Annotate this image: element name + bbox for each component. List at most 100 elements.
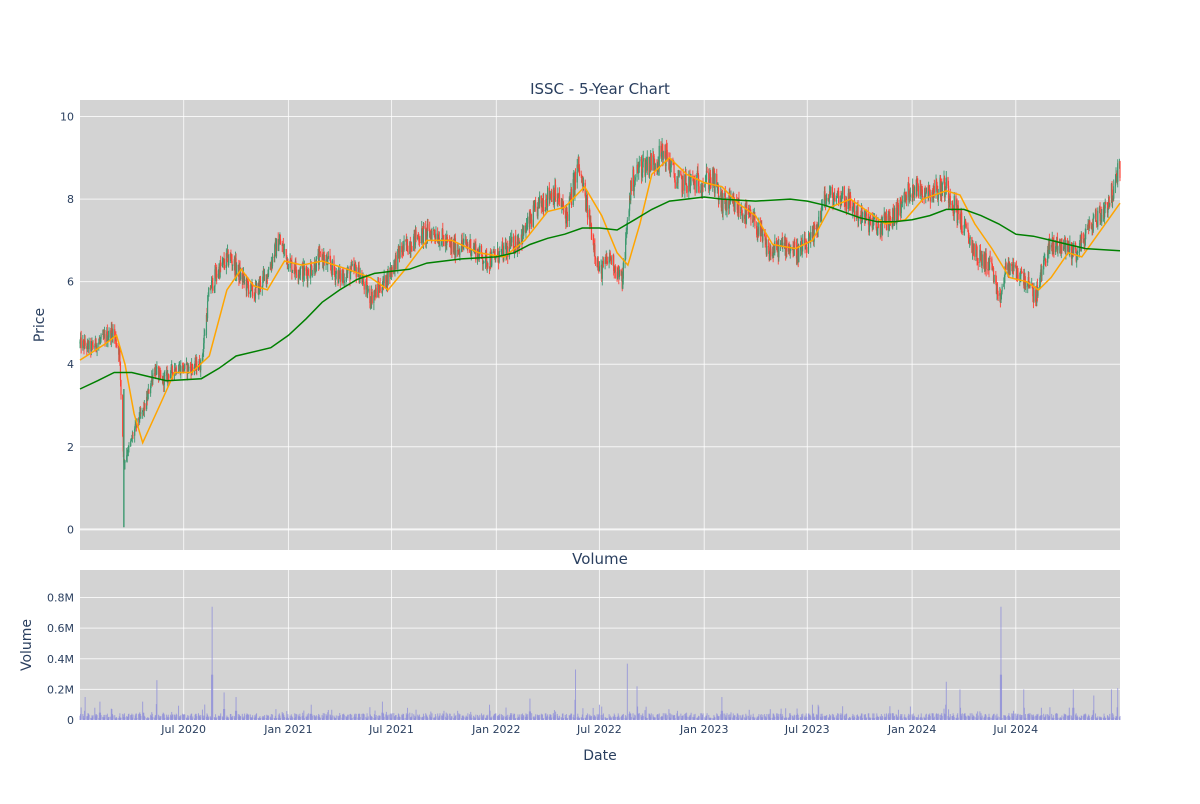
candle-body [585,197,587,211]
volume-bar [929,713,931,720]
volume-bar [708,717,710,720]
volume-bar [184,714,186,720]
x-tick-label: Jul 2024 [992,723,1038,736]
volume-bar [1009,717,1011,720]
candle-body [618,269,620,277]
volume-bar [540,713,542,720]
volume-bar [752,713,754,720]
candle-body [79,341,81,344]
volume-bar [578,718,580,720]
volume-bar [792,716,794,720]
volume-bar [800,717,802,720]
volume-bar [612,716,614,720]
volume-bar [617,716,619,720]
volume-bar [232,715,234,720]
candle-body [929,194,931,202]
candle-body [746,207,748,209]
volume-bar [528,711,530,720]
volume-bar [209,716,211,720]
volume-bar [79,715,81,720]
volume-bar [859,716,861,720]
volume-bar [506,715,508,720]
candle-body [115,336,117,345]
volume-bar [235,697,237,720]
candle-body [741,208,743,215]
candle-body [936,180,938,186]
volume-bar [326,715,328,720]
candle-body [107,337,110,339]
volume-bar [594,715,596,720]
volume-bar [980,713,982,720]
candle-body [728,194,730,209]
candle-body [931,192,933,202]
volume-bar [94,714,96,720]
price-y-tick-label: 8 [67,193,74,206]
volume-bar [515,718,517,720]
candle-body [722,196,724,214]
volume-bar [442,714,444,720]
candle-body [406,239,409,252]
volume-bar [1017,713,1019,720]
volume-bar [358,713,360,720]
volume-bar [227,717,229,720]
volume-bar [343,714,345,720]
volume-bar [188,715,190,720]
volume-bar [393,716,395,720]
volume-bar [80,707,82,720]
volume-bar [620,716,622,720]
candle-body [1097,210,1099,227]
volume-bar [263,717,265,720]
volume-bar [458,714,460,720]
candle-body [203,335,205,344]
volume-bar [864,714,866,720]
volume-bar [84,697,86,720]
candle-body [925,187,927,193]
volume-bar [905,718,907,720]
volume-bar [88,713,90,720]
volume-bar [920,716,922,720]
volume-bar [714,717,716,720]
volume-bar [301,716,303,720]
volume-bar [127,716,129,720]
candle-body [921,189,923,197]
volume-bar [709,717,711,720]
volume-bar [696,717,698,720]
candle-body [790,248,792,250]
volume-bar [937,713,939,720]
volume-bar [750,714,752,720]
candle-body [840,197,843,206]
volume-bar [754,717,756,720]
candle-body [614,266,616,273]
candle-body [285,249,287,256]
volume-bar [275,709,277,720]
volume-bar [640,714,642,720]
volume-bar [602,713,604,720]
candle-body [274,244,276,258]
candle-body [846,201,848,209]
candle-body [875,216,877,229]
volume-bar [689,717,691,720]
volume-bar [447,715,449,720]
volume-bar [825,715,827,720]
volume-bar [411,713,413,720]
volume-bar [1095,713,1097,720]
candle-body [948,200,950,204]
volume-bar [512,714,514,720]
volume-bar [1108,717,1110,720]
candle-body [486,253,488,268]
volume-bar [888,717,890,720]
candle-body [508,243,511,257]
candle-body [749,209,751,217]
volume-bar [322,713,324,720]
candle-body [441,241,443,245]
volume-bar [407,713,409,720]
candle-body [481,252,483,258]
volume-bar [1080,718,1082,720]
volume-bar [888,713,890,720]
volume-bar [1015,713,1017,720]
volume-bar [637,706,639,720]
volume-bar [983,717,985,720]
candle-body [345,279,347,281]
volume-bar [138,713,140,720]
volume-bar [398,714,400,720]
